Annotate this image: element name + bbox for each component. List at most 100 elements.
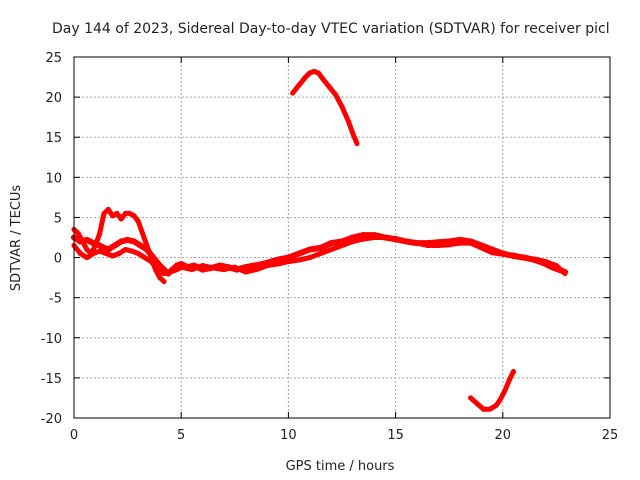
data-point-band-3 xyxy=(457,240,463,246)
data-point-band-3 xyxy=(221,267,227,273)
data-point-band-1 xyxy=(137,242,144,249)
data-point-band-2 xyxy=(127,210,133,216)
data-point-band-3 xyxy=(360,236,366,242)
data-point-band-3 xyxy=(178,264,184,270)
data-point-arc-bottom xyxy=(474,401,480,407)
data-point-band-1 xyxy=(118,238,125,245)
data-point-arc-top xyxy=(326,84,332,90)
data-point-arc-top xyxy=(350,130,356,136)
data-point-arc-bottom xyxy=(468,395,474,401)
series-band-2 xyxy=(71,206,167,285)
data-point-band-3 xyxy=(393,237,399,243)
y-tick-label: 20 xyxy=(45,91,62,106)
y-tick-label: 5 xyxy=(54,211,62,226)
data-point-band-3 xyxy=(243,269,248,275)
data-point-arc-top xyxy=(290,90,296,96)
data-point-band-3 xyxy=(521,255,527,261)
data-point-band-3 xyxy=(148,259,154,265)
data-point-band-2 xyxy=(123,210,128,216)
data-point-arc-bottom xyxy=(506,377,512,383)
data-point-band-3 xyxy=(382,235,388,240)
data-point-arc-bottom xyxy=(481,406,486,412)
data-point-band-3 xyxy=(285,259,291,265)
data-point-band-2 xyxy=(101,210,107,216)
x-tick-label: 10 xyxy=(280,428,297,443)
plot-frame xyxy=(73,56,611,419)
data-point-band-3 xyxy=(425,243,431,248)
data-point-band-3 xyxy=(468,240,474,246)
data-point-band-3 xyxy=(77,251,83,256)
data-point-band-2 xyxy=(110,213,116,219)
data-point-band-3 xyxy=(210,265,216,271)
data-point-band-1 xyxy=(251,262,258,269)
data-point-band-3 xyxy=(371,235,377,240)
data-point-band-1 xyxy=(317,244,324,251)
data-point-band-3 xyxy=(97,248,103,254)
x-tick-label: 0 xyxy=(70,428,78,443)
x-tick-label: 5 xyxy=(177,428,185,443)
data-point-arc-top xyxy=(320,76,326,82)
data-point-arc-bottom xyxy=(493,402,499,408)
y-tick-label: -20 xyxy=(41,412,62,427)
data-point-band-3 xyxy=(123,247,128,252)
data-point-band-1 xyxy=(131,238,137,245)
data-point-band-2 xyxy=(84,247,90,252)
data-point-band-2 xyxy=(161,279,167,285)
data-point-band-3 xyxy=(275,261,281,267)
data-point-band-1 xyxy=(306,246,313,253)
data-point-band-3 xyxy=(129,248,135,254)
data-point-band-3 xyxy=(307,255,313,261)
data-point-band-3 xyxy=(489,250,495,256)
data-point-band-3 xyxy=(168,269,173,275)
y-tick-label: -15 xyxy=(41,372,62,387)
data-point-band-3 xyxy=(543,259,549,265)
data-point-band-3 xyxy=(318,251,324,256)
data-point-band-1 xyxy=(124,236,131,243)
data-point-arc-top xyxy=(315,70,321,76)
data-point-band-2 xyxy=(135,219,141,224)
data-point-band-2 xyxy=(140,231,146,236)
data-point-band-3 xyxy=(232,264,238,270)
data-point-band-3 xyxy=(110,253,116,259)
data-point-arc-bottom xyxy=(511,369,516,374)
y-tick-label: 10 xyxy=(45,171,62,186)
data-point-band-3 xyxy=(155,267,161,273)
data-point-arc-top xyxy=(307,70,313,76)
y-tick-label: 15 xyxy=(45,131,62,146)
data-point-band-3 xyxy=(142,255,148,261)
data-point-band-2 xyxy=(75,231,81,236)
data-point-arc-top xyxy=(333,92,339,98)
data-point-band-3 xyxy=(116,251,122,256)
data-point-band-2 xyxy=(80,239,86,244)
x-tick-label: 25 xyxy=(602,428,619,443)
data-point-band-3 xyxy=(562,271,568,277)
data-point-band-3 xyxy=(350,239,356,244)
data-point-band-2 xyxy=(157,275,163,281)
data-point-band-3 xyxy=(200,263,206,269)
data-point-band-2 xyxy=(144,243,150,248)
data-point-band-2 xyxy=(105,206,111,212)
data-point-band-2 xyxy=(92,243,98,248)
data-point-band-2 xyxy=(97,231,103,236)
data-point-band-1 xyxy=(328,240,335,247)
series-group xyxy=(71,68,568,412)
data-point-band-2 xyxy=(114,210,120,216)
data-point-band-3 xyxy=(553,263,559,269)
data-point-arc-top xyxy=(311,68,317,74)
data-point-band-2 xyxy=(118,216,124,222)
y-tick-label: 0 xyxy=(54,252,62,267)
data-point-band-3 xyxy=(339,243,345,248)
y-tick-label: -10 xyxy=(41,332,62,347)
data-point-arc-bottom xyxy=(502,388,508,394)
y-tick-label: 25 xyxy=(45,51,62,66)
data-point-arc-top xyxy=(345,118,351,124)
data-point-band-3 xyxy=(189,267,195,273)
data-point-arc-top xyxy=(354,141,360,147)
data-point-band-3 xyxy=(103,251,109,256)
y-tick-label: -5 xyxy=(49,292,62,307)
data-point-band-3 xyxy=(135,251,141,256)
data-point-band-3 xyxy=(478,245,484,251)
data-point-band-1 xyxy=(105,246,112,253)
x-axis-label: GPS time / hours xyxy=(286,459,395,474)
